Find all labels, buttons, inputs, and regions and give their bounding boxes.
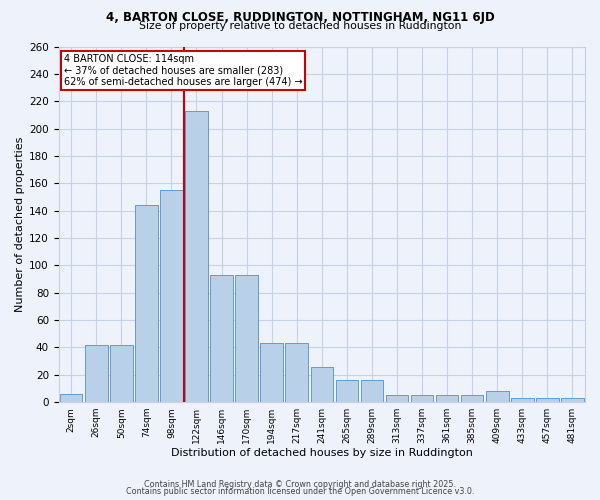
Bar [361,380,383,402]
Bar [335,380,358,402]
Bar [411,396,433,402]
Y-axis label: Number of detached properties: Number of detached properties [15,136,25,312]
Text: 4 BARTON CLOSE: 114sqm
← 37% of detached houses are smaller (283)
62% of semi-de: 4 BARTON CLOSE: 114sqm ← 37% of detached… [64,54,302,87]
Bar [386,396,408,402]
Bar [436,396,458,402]
Bar [461,396,484,402]
Bar [260,344,283,402]
Bar [486,391,509,402]
Bar [536,398,559,402]
Bar [311,366,333,402]
Text: Contains public sector information licensed under the Open Government Licence v3: Contains public sector information licen… [126,487,474,496]
Bar [110,344,133,402]
X-axis label: Distribution of detached houses by size in Ruddington: Distribution of detached houses by size … [171,448,473,458]
Bar [210,275,233,402]
Bar [185,111,208,402]
Bar [85,344,107,402]
Bar [135,205,158,402]
Bar [286,344,308,402]
Bar [511,398,533,402]
Text: 4, BARTON CLOSE, RUDDINGTON, NOTTINGHAM, NG11 6JD: 4, BARTON CLOSE, RUDDINGTON, NOTTINGHAM,… [106,11,494,24]
Bar [561,398,584,402]
Bar [60,394,82,402]
Bar [235,275,258,402]
Bar [160,190,183,402]
Text: Size of property relative to detached houses in Ruddington: Size of property relative to detached ho… [139,21,461,31]
Text: Contains HM Land Registry data © Crown copyright and database right 2025.: Contains HM Land Registry data © Crown c… [144,480,456,489]
